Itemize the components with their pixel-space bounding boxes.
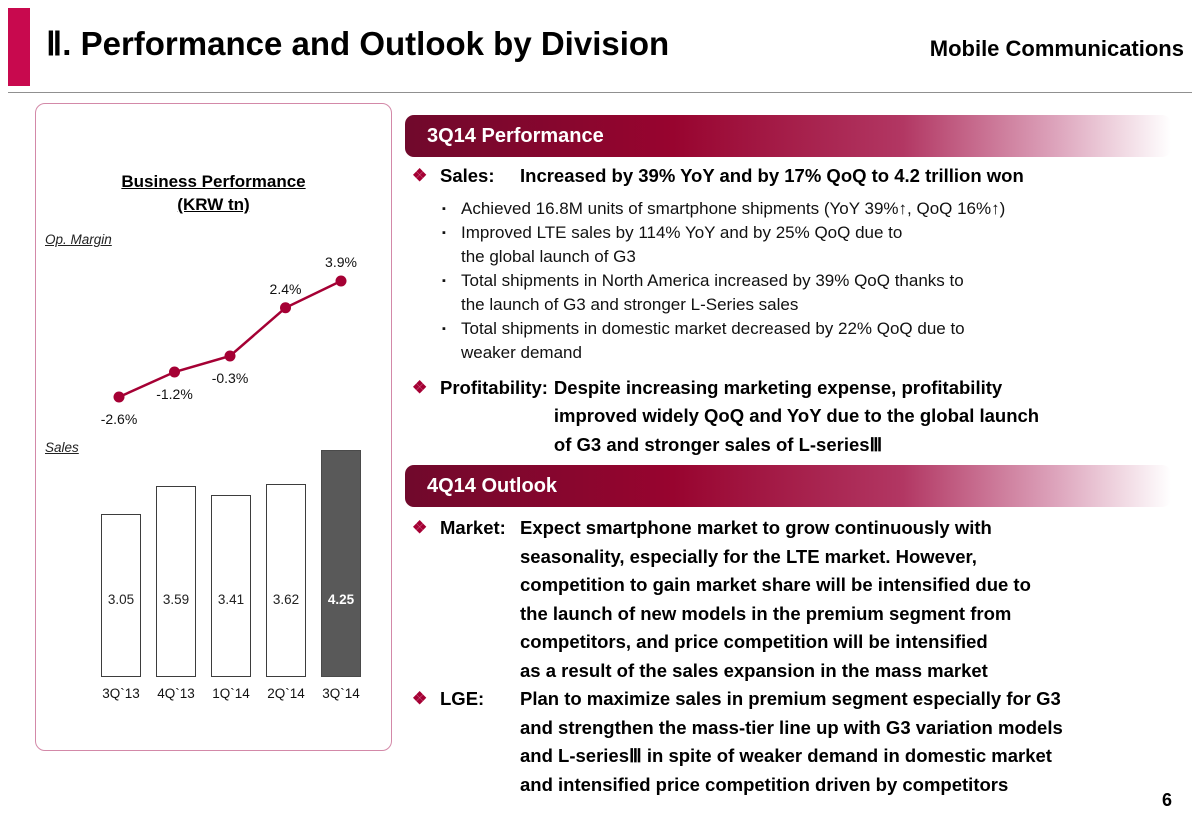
op-margin-data-label: -1.2% [156, 386, 193, 402]
outlook-section-body: ❖ Market: Expect smartphone market to gr… [412, 514, 1190, 799]
op-margin-data-label: -0.3% [212, 370, 249, 386]
diamond-bullet-icon: ❖ [412, 377, 428, 397]
sales-bar [321, 450, 361, 677]
bar-value-label: 4.25 [327, 592, 355, 607]
panel-title-line1: Business Performance [121, 172, 306, 191]
header-divider [8, 92, 1192, 93]
title-accent-bar [8, 8, 30, 86]
sales-bullet-label: Sales: [440, 165, 495, 186]
lge-bullet-text: Plan to maximize sales in premium segmen… [520, 688, 1063, 795]
sub-bullet-north-america: ▪ Total shipments in North America incre… [442, 269, 1190, 317]
profitability-bullet-label: Profitability: [440, 376, 548, 398]
bar-category-label: 1Q`14 [212, 686, 250, 701]
op-margin-data-label: -2.6% [101, 411, 138, 427]
bar-value-label: 3.41 [217, 592, 245, 607]
op-margin-data-point [280, 302, 291, 314]
bar-value-label: 3.62 [272, 592, 300, 607]
page-title: Ⅱ. Performance and Outlook by Division [46, 25, 670, 62]
square-bullet-icon: ▪ [442, 274, 446, 287]
market-bullet-text: Expect smartphone market to grow continu… [520, 517, 1031, 681]
sales-bar [156, 486, 196, 677]
profitability-bullet-text: Despite increasing marketing expense, pr… [553, 376, 1040, 455]
sales-bar [211, 495, 251, 677]
sales-bar [266, 484, 306, 677]
profitability-bullet: ❖ Profitability: Despite increasing mark… [412, 374, 1190, 460]
sub-bullet-text: Total shipments in North America increas… [461, 270, 964, 314]
sales-label: Sales [45, 440, 79, 455]
performance-section-body: ❖ Sales: Increased by 39% YoY and by 17%… [412, 162, 1190, 459]
sales-bar [101, 514, 141, 677]
op-margin-data-point [224, 350, 236, 362]
diamond-bullet-icon: ❖ [412, 518, 428, 537]
op-margin-line-chart: -2.6% -1.2% -0.3% 2.4% 3.9% [101, 254, 357, 427]
bar-category-label: 3Q`14 [322, 686, 360, 701]
square-bullet-icon: ▪ [442, 322, 446, 335]
sales-bar-chart: 3.05 3Q`13 3.59 4Q`13 3.41 1Q`14 3.62 2Q`14 4.25… [36, 404, 391, 704]
business-performance-panel: Business Performance (KRW tn) Op. Margin… [35, 103, 392, 751]
panel-title: Business Performance (KRW tn) [36, 170, 391, 216]
market-bullet-label: Market: [440, 517, 506, 538]
sales-bullet: ❖ Sales: Increased by 39% YoY and by 17%… [412, 162, 1190, 191]
bar-category-label: 3Q`13 [102, 686, 140, 701]
division-label: Mobile Communications [929, 36, 1184, 61]
op-margin-data-label: 3.9% [325, 254, 357, 270]
op-margin-data-point [169, 366, 180, 378]
bar-category-label: 2Q`14 [267, 686, 305, 701]
page-number: 6 [1161, 790, 1172, 810]
bar-category-label: 4Q`13 [157, 686, 195, 701]
sales-bullet-text: Increased by 39% YoY and by 17% QoQ to 4… [520, 165, 1024, 186]
sub-bullet-lte-sales: ▪ Improved LTE sales by 114% YoY and by … [442, 221, 1190, 269]
market-bullet: ❖ Market: Expect smartphone market to gr… [412, 514, 1190, 685]
sub-bullet-shipments: ▪ Achieved 16.8M units of smartphone shi… [442, 197, 1190, 221]
op-margin-data-point [113, 391, 125, 403]
diamond-bullet-icon: ❖ [412, 689, 428, 708]
lge-bullet: ❖ LGE: Plan to maximize sales in premium… [412, 685, 1190, 799]
square-bullet-icon: ▪ [442, 226, 446, 239]
section-header-4q14-outlook: 4Q14 Outlook [405, 465, 1171, 507]
diamond-bullet-icon: ❖ [412, 166, 428, 185]
bar-value-label: 3.59 [162, 592, 190, 607]
sub-bullet-domestic: ▪ Total shipments in domestic market dec… [442, 317, 1190, 365]
sub-bullet-text: Improved LTE sales by 114% YoY and by 25… [461, 222, 903, 266]
bar-value-label: 3.05 [107, 592, 135, 607]
op-margin-label: Op. Margin [45, 232, 112, 247]
section-header-3q14-performance: 3Q14 Performance [405, 115, 1171, 157]
sub-bullet-text: Total shipments in domestic market decre… [461, 318, 965, 362]
panel-title-line2: (KRW tn) [177, 195, 250, 214]
lge-bullet-label: LGE: [440, 688, 485, 709]
op-margin-data-point [335, 275, 347, 287]
sales-sub-bullet-list: ▪ Achieved 16.8M units of smartphone shi… [442, 197, 1190, 365]
square-bullet-icon: ▪ [442, 202, 446, 215]
op-margin-data-label: 2.4% [270, 281, 302, 297]
sub-bullet-text: Achieved 16.8M units of smartphone shipm… [461, 198, 1006, 218]
